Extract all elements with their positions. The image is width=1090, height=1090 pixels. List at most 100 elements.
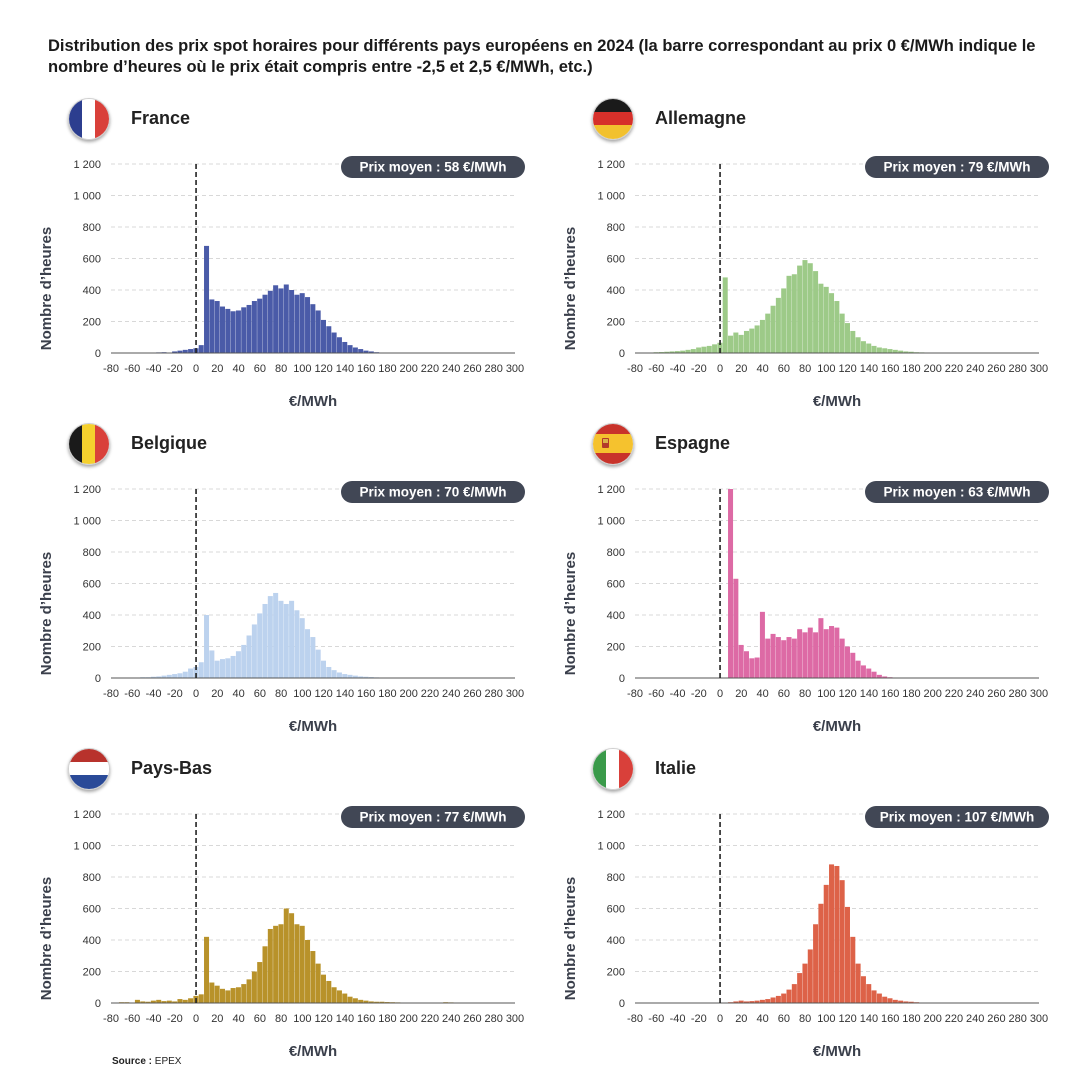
country-name: France: [131, 108, 191, 128]
y-tick-label: 1 000: [73, 191, 101, 203]
y-axis-title: Nombre d’heures: [38, 552, 55, 675]
histogram-bar: [342, 674, 348, 678]
histogram-bar: [765, 638, 771, 678]
x-tick-label: -20: [691, 688, 707, 700]
x-tick-label: -80: [627, 363, 643, 375]
x-axis-title: €/MWh: [813, 393, 861, 410]
x-tick-label: -20: [167, 1013, 183, 1025]
y-axis-title: Nombre d’heures: [562, 877, 579, 1000]
y-tick-label: 200: [83, 967, 101, 979]
histogram-bar: [770, 997, 776, 1003]
histogram-bar: [193, 666, 199, 678]
histogram-bar: [358, 676, 364, 678]
x-tick-label: 80: [799, 1013, 811, 1025]
average-price-badge: [865, 156, 1049, 178]
histogram-bar: [230, 311, 236, 353]
x-tick-label: 280: [1009, 1013, 1027, 1025]
histogram-bar: [818, 618, 824, 678]
belgium-flag-icon: [68, 423, 110, 465]
x-tick-label: -40: [146, 363, 162, 375]
x-tick-label: 40: [232, 363, 244, 375]
x-tick-label: 260: [987, 688, 1005, 700]
histogram-bar: [363, 1000, 369, 1003]
histogram-bar: [358, 999, 364, 1003]
x-tick-label: 240: [966, 688, 984, 700]
histogram-bar: [188, 349, 194, 353]
histogram-bar: [342, 993, 348, 1003]
average-price-badge: [341, 481, 525, 503]
histogram-bar: [214, 660, 220, 678]
histogram-bar: [241, 644, 247, 678]
average-price-label: Prix moyen : 107 €/MWh: [880, 810, 1035, 825]
x-tick-label: 60: [254, 688, 266, 700]
histogram-bar: [219, 659, 225, 678]
x-tick-label: 120: [314, 688, 332, 700]
histogram-bar: [759, 319, 765, 353]
average-price-label: Prix moyen : 63 €/MWh: [883, 485, 1030, 500]
x-tick-label: 120: [314, 363, 332, 375]
histogram-bar: [278, 288, 284, 353]
chart-panel-belgique: Belgique 0 200 400 600 800 1 000 1 200 -80 -60 -40…: [38, 423, 568, 748]
x-tick-label: 180: [902, 688, 920, 700]
histogram-bar: [898, 350, 904, 353]
y-tick-label: 200: [83, 642, 101, 654]
histogram-bar: [802, 260, 808, 353]
y-tick-label: 800: [607, 547, 625, 559]
histogram-bar: [850, 936, 856, 1003]
histogram-chart: 0 200 400 600 800 1 000 1 200 -80 -60 -40 -20 0 20 40…: [38, 806, 525, 1060]
histogram-bar: [786, 637, 792, 678]
histogram-bar: [326, 980, 332, 1003]
source-label: Source :: [112, 1056, 153, 1067]
x-tick-label: 240: [442, 1013, 460, 1025]
y-tick-label: 600: [83, 254, 101, 266]
histogram-bar: [807, 949, 813, 1003]
histogram-bar: [347, 674, 353, 678]
x-axis-title: €/MWh: [289, 718, 337, 735]
x-tick-label: 180: [378, 688, 396, 700]
country-name: Belgique: [131, 433, 208, 453]
histogram-bar: [219, 988, 225, 1003]
histogram-bar: [802, 632, 808, 678]
histogram-bar: [198, 994, 204, 1003]
chart-panel-france: France 0 200 400 600 800 1 000 1 200 -80 -60 -40 -2…: [38, 98, 568, 423]
histogram-bar: [860, 976, 866, 1003]
x-tick-label: 240: [966, 1013, 984, 1025]
histogram-bar: [829, 626, 835, 678]
histogram-bar: [336, 337, 342, 353]
histogram-bar: [273, 925, 279, 1003]
x-tick-label: 140: [336, 1013, 354, 1025]
y-axis-title: Nombre d’heures: [562, 227, 579, 350]
x-tick-label: 120: [838, 688, 856, 700]
histogram-bar: [733, 1001, 739, 1003]
histogram-bar: [765, 999, 771, 1003]
histogram-bar: [844, 646, 850, 678]
x-tick-label: 20: [735, 1013, 747, 1025]
x-tick-label: 140: [336, 688, 354, 700]
histogram-bar: [759, 611, 765, 678]
histogram-bar: [145, 1001, 151, 1003]
average-price-badge: [865, 806, 1049, 828]
histogram-bar: [786, 275, 792, 353]
histogram-bar: [299, 293, 305, 353]
page-title: Distribution des prix spot horaires pour…: [48, 37, 1036, 76]
x-tick-label: 80: [275, 363, 287, 375]
histogram-bar: [664, 351, 670, 353]
histogram-bar: [908, 351, 914, 353]
average-price-label: Prix moyen : 58 €/MWh: [359, 160, 506, 175]
y-tick-label: 800: [607, 222, 625, 234]
france-flag-icon: [68, 98, 110, 140]
histogram-bar: [813, 924, 819, 1003]
x-tick-label: -60: [648, 1013, 664, 1025]
histogram-bar: [860, 341, 866, 353]
histogram-bar: [166, 674, 172, 678]
histogram-bar: [161, 1001, 167, 1003]
country-name: Allemagne: [655, 108, 747, 128]
x-tick-label: 220: [421, 1013, 439, 1025]
y-tick-label: 1 200: [73, 159, 101, 171]
histogram-bar: [696, 347, 702, 353]
x-tick-label: 140: [860, 1013, 878, 1025]
histogram-bar: [320, 974, 326, 1003]
y-tick-label: 400: [83, 285, 101, 297]
histogram-bar: [294, 294, 300, 353]
histogram-bar: [352, 675, 358, 678]
